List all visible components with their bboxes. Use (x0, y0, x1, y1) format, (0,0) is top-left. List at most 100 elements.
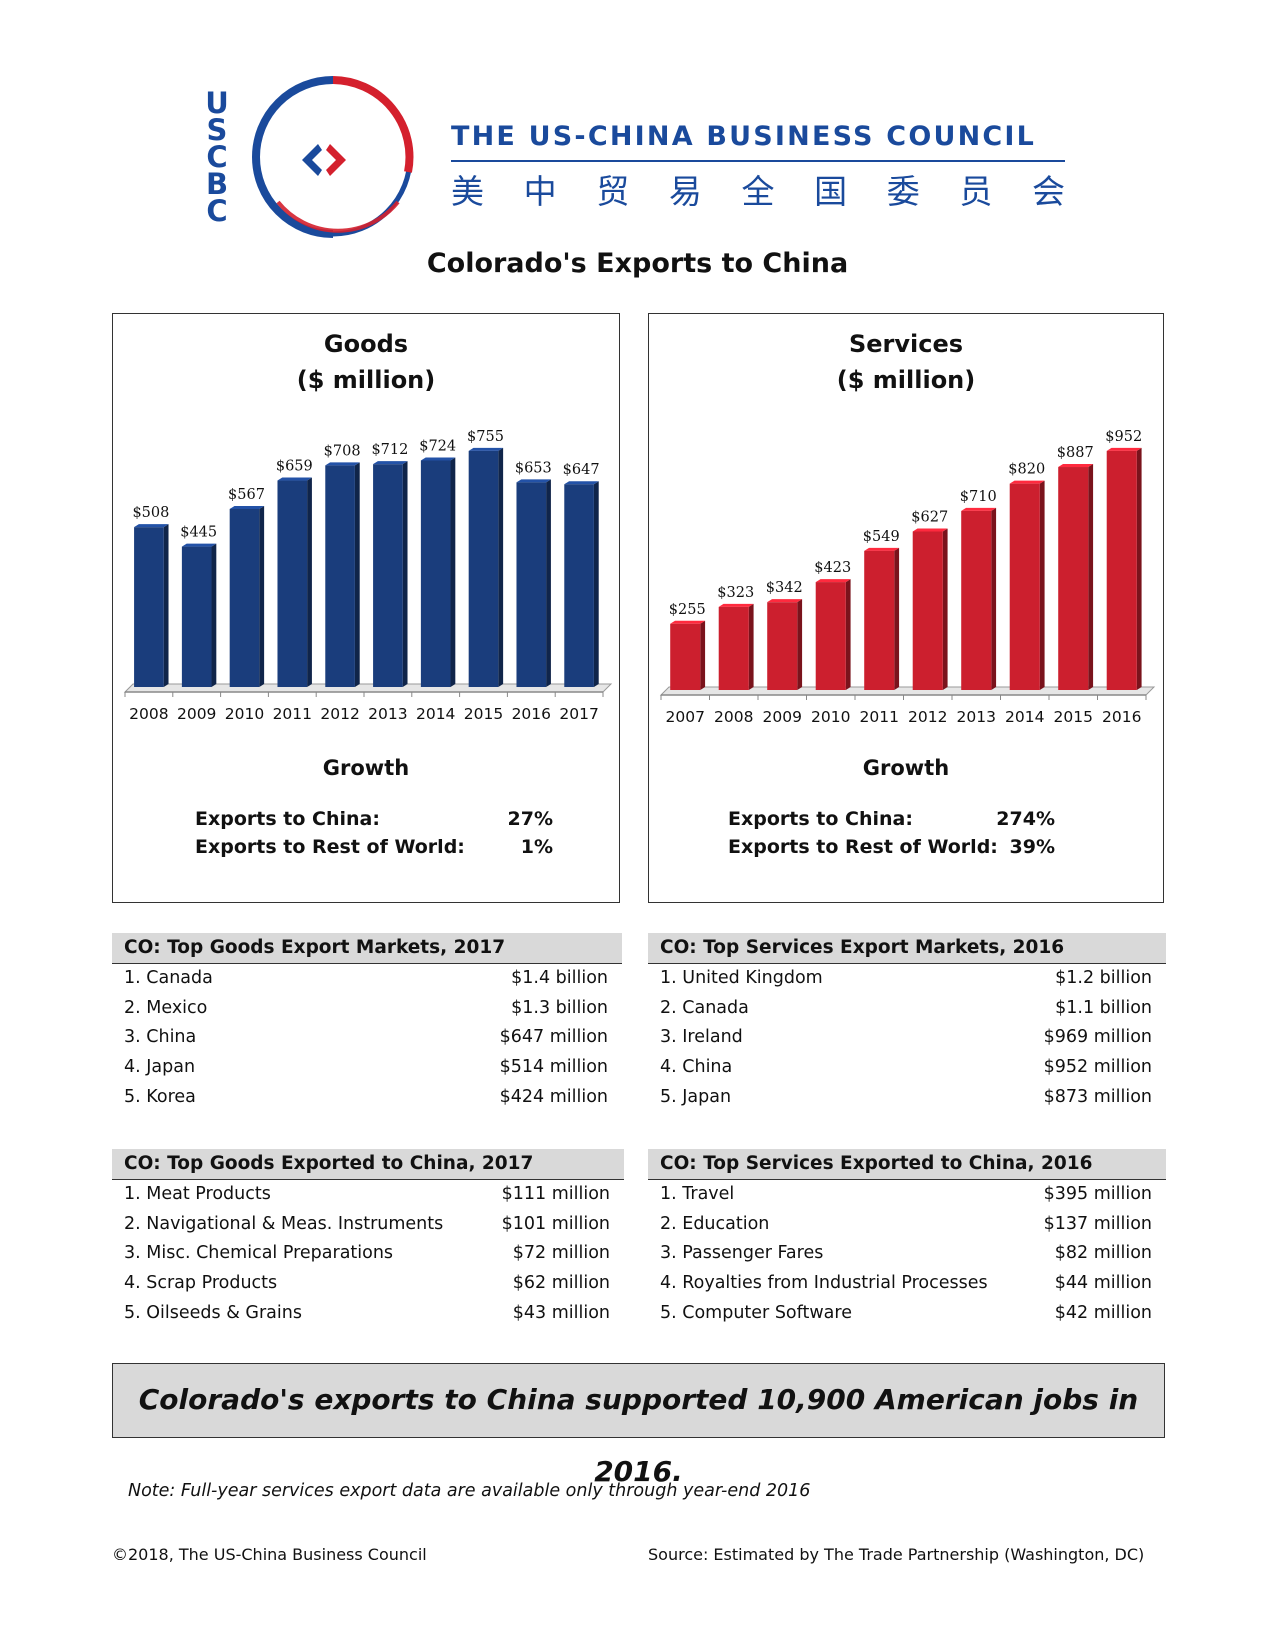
services-growth-row-value: 39% (1009, 836, 1055, 858)
bar-value-label: $342 (766, 580, 803, 596)
bar-group (277, 477, 312, 687)
table-row: 4. Scrap Products $62 million (112, 1269, 624, 1299)
bar-group (1106, 447, 1142, 690)
table-row-label: 3. Passenger Fares (660, 1243, 824, 1264)
table-row-value: $111 million (501, 1184, 610, 1204)
bar-value-label: $423 (814, 560, 851, 576)
bar-value-label: $887 (1057, 445, 1094, 461)
table-header: CO: Top Services Export Markets, 2016 (648, 933, 1166, 964)
bar-top (864, 547, 900, 551)
table-row-label: 3. China (124, 1027, 197, 1048)
bar (718, 606, 749, 690)
org-name-cn-char: 国 (814, 172, 848, 211)
x-tick-label: 2009 (763, 708, 802, 726)
table-row-value: $1.1 billion (1055, 997, 1152, 1018)
table-row: 5. Japan $873 million (648, 1083, 1166, 1113)
bar-group (373, 461, 408, 687)
bar-top (718, 603, 754, 607)
bar (1009, 483, 1040, 690)
table-row: 3. Ireland $969 million (648, 1023, 1166, 1053)
bar-side (991, 507, 997, 690)
bar (564, 484, 594, 687)
bar-value-label: $567 (228, 487, 265, 503)
bar-top (564, 481, 599, 485)
table-row-label: 4. Scrap Products (124, 1273, 278, 1294)
bar-value-label: $952 (1105, 429, 1142, 445)
bar (912, 531, 943, 690)
bar-top (1009, 480, 1045, 484)
table-row-label: 2. Mexico (124, 997, 208, 1018)
bar-value-label: $708 (324, 443, 361, 459)
bar (373, 464, 403, 687)
bar-side (211, 543, 217, 687)
bar-group (325, 462, 360, 687)
org-name-cn-char: 美 (451, 172, 484, 211)
table-header: CO: Top Goods Exported to China, 2017 (112, 1149, 624, 1180)
bar-group (864, 547, 900, 690)
table-header: CO: Top Services Exported to China, 2016 (648, 1149, 1166, 1180)
logo-letter: C (206, 140, 228, 174)
table-row-value: $647 million (499, 1027, 608, 1048)
bar (1106, 450, 1137, 690)
bar (815, 582, 846, 690)
bar-value-label: $647 (563, 462, 600, 478)
bar (181, 546, 212, 687)
bar-group (229, 505, 265, 687)
bar-value-label: $323 (717, 585, 754, 601)
bar-top (815, 579, 851, 583)
org-name-cn-char: 中 (523, 172, 557, 211)
bar (420, 460, 451, 687)
bar-value-label: $508 (132, 505, 169, 521)
table-row: 1. Meat Products $111 million (112, 1180, 624, 1210)
table-row: 3. Passenger Fares $82 million (648, 1239, 1166, 1269)
table-row-value: $101 million (501, 1213, 610, 1234)
org-name-cn-char: 会 (1032, 172, 1065, 211)
bar-group (718, 603, 754, 690)
table-row-label: 5. Computer Software (660, 1302, 852, 1323)
goods-growth-china-value: 27% (507, 808, 553, 830)
bar-top (373, 461, 408, 465)
table-row-label: 4. Japan (124, 1057, 196, 1078)
table-row-label: 2. Education (660, 1213, 770, 1234)
org-name-chinese: 美中贸易全国委员会 (451, 165, 1065, 213)
org-name-cn-char: 易 (668, 172, 702, 211)
bar (468, 450, 499, 687)
bar-side (845, 579, 851, 690)
bar-top (277, 477, 312, 481)
bar-top (181, 543, 217, 547)
table-row-value: $969 million (1043, 1027, 1152, 1048)
bar-top (912, 528, 948, 532)
bar-group (670, 620, 706, 690)
table-row-value: $44 million (1054, 1273, 1152, 1294)
x-tick-label: 2013 (957, 708, 996, 726)
goods-to-china-table: CO: Top Goods Exported to China, 2017 1. … (112, 1149, 624, 1328)
table-row: 3. Misc. Chemical Preparations $72 millio… (112, 1239, 624, 1269)
bar-side (1039, 480, 1045, 690)
table-row-label: 3. Ireland (660, 1027, 743, 1048)
bar-value-label: $549 (863, 529, 900, 545)
x-tick-label: 2010 (225, 705, 264, 723)
bar-side (546, 479, 551, 687)
table-header: CO: Top Goods Export Markets, 2017 (112, 933, 622, 964)
services-to-china-table: CO: Top Services Exported to China, 2016… (648, 1149, 1166, 1328)
table-row-label: 3. Misc. Chemical Preparations (124, 1243, 394, 1264)
table-row: 3. China $647 million (112, 1023, 622, 1053)
bar-group (767, 599, 803, 690)
bar-top (325, 462, 360, 466)
bar (134, 527, 164, 687)
bar-side (259, 505, 265, 687)
bar-top (1106, 447, 1142, 451)
x-tick-label: 2011 (273, 705, 312, 723)
table-row-label: 2. Canada (660, 997, 749, 1018)
table-row: 1. Canada $1.4 billion (112, 964, 622, 994)
bar-top (468, 447, 504, 451)
x-tick-label: 2016 (1102, 708, 1141, 726)
bar-top (516, 479, 551, 483)
x-tick-label: 2015 (464, 705, 503, 723)
bar-top (229, 505, 265, 509)
org-name-cn-char: 贸 (596, 172, 630, 211)
goods-growth-row-value: 1% (520, 836, 553, 858)
goods-chart-title: Goods ($ million) (113, 326, 619, 398)
x-tick-label: 2016 (512, 705, 551, 723)
